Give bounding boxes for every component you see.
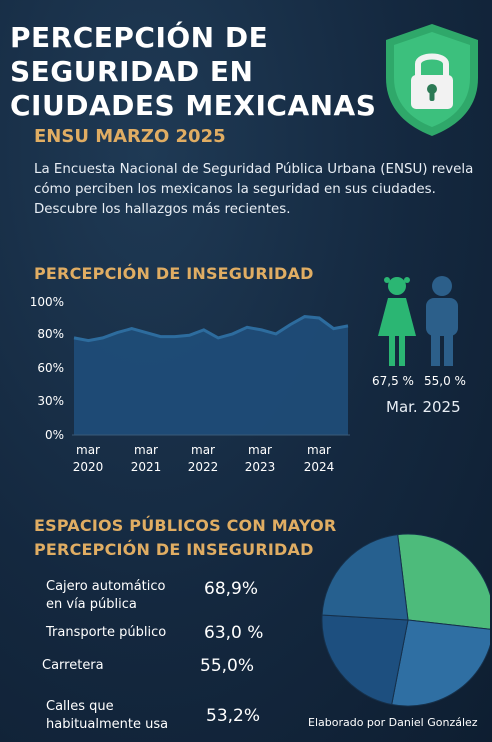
- male-value: 55,0 %: [424, 374, 466, 388]
- line-chart-series: [73, 315, 349, 343]
- y-tick-label: 80%: [37, 327, 64, 341]
- places-title-line-1: ESPACIOS PÚBLICOS CON MAYOR: [34, 516, 337, 535]
- place-label-streets: Calles que habitualmente usa: [46, 698, 168, 734]
- x-tick-label: 2021: [131, 460, 162, 474]
- x-tick-label: 2022: [188, 460, 219, 474]
- place-value-road: 55,0%: [200, 656, 255, 676]
- place-label-atm-line-2: en vía pública: [46, 597, 137, 612]
- place-label-transport: Transporte público: [46, 624, 166, 642]
- footer-credit: Elaborado por Daniel González: [308, 716, 478, 729]
- page-title-line-1: PERCEPCIÓN DE: [10, 21, 269, 54]
- y-tick-label: 100%: [30, 295, 64, 309]
- gender-date: Mar. 2025: [386, 398, 461, 416]
- place-label-atm: Cajero automático en vía pública: [46, 578, 166, 614]
- place-value-streets: 53,2%: [206, 706, 261, 726]
- x-tick-label: 2020: [73, 460, 104, 474]
- y-tick-label: 30%: [37, 394, 64, 408]
- female-value: 67,5 %: [372, 374, 414, 388]
- place-label-road: Carretera: [42, 657, 104, 675]
- place-label-transport-line-1: Transporte público: [46, 625, 167, 640]
- pie-chart: [321, 533, 490, 707]
- x-tick-label: mar: [134, 443, 158, 457]
- pie-slice: [391, 619, 490, 707]
- subtitle: ENSU MARZO 2025: [34, 126, 226, 147]
- y-tick-label: 0%: [45, 428, 64, 442]
- x-tick-label: mar: [76, 443, 100, 457]
- line-chart-title: PERCEPCIÓN DE INSEGURIDAD: [34, 264, 314, 283]
- shield-lock-icon: [378, 20, 486, 140]
- places-title-line-2: PERCEPCIÓN DE INSEGURIDAD: [34, 540, 314, 559]
- x-tick-label: mar: [307, 443, 331, 457]
- page-title-line-2: SEGURIDAD EN: [10, 55, 254, 88]
- place-label-streets-line-1: Calles que: [46, 699, 114, 714]
- place-value-transport: 63,0 %: [204, 623, 264, 643]
- page-title-line-3: CIUDADES MEXICANAS: [10, 89, 377, 122]
- line-chart-area: [74, 316, 348, 435]
- place-label-atm-line-1: Cajero automático: [46, 579, 166, 594]
- place-value-atm: 68,9%: [204, 579, 259, 599]
- pie-slice: [321, 534, 409, 621]
- woman-icon: [376, 274, 418, 368]
- x-tick-label: mar: [191, 443, 215, 457]
- x-tick-label: mar: [248, 443, 272, 457]
- place-label-road-line-1: Carretera: [42, 658, 104, 673]
- y-tick-label: 60%: [37, 361, 64, 375]
- pie-slice: [321, 614, 409, 706]
- intro-text: La Encuesta Nacional de Seguridad Públic…: [34, 162, 474, 217]
- man-icon: [420, 274, 464, 368]
- x-tick-label: 2023: [245, 460, 276, 474]
- line-chart: 100% 80% 60% 30% 0% mar 2020 mar 2021 mar 2022 mar…: [30, 295, 350, 474]
- pie-slice: [397, 533, 490, 630]
- x-tick-label: 2024: [304, 460, 335, 474]
- place-label-streets-line-2: habitualmente usa: [46, 717, 169, 732]
